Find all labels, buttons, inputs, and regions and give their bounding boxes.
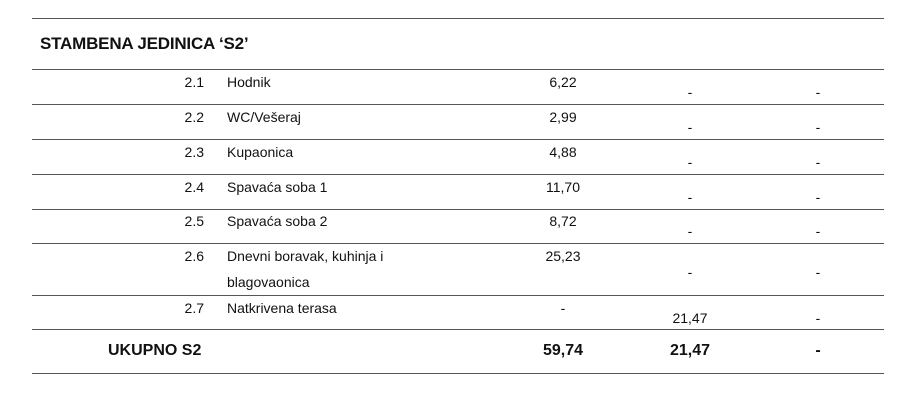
area-value: 4,88 <box>549 144 577 160</box>
other-value: - <box>815 310 821 326</box>
other-value: - <box>815 154 821 170</box>
other-value: - <box>815 84 821 100</box>
room-name: WC/Vešeraj <box>227 109 301 125</box>
divider <box>32 243 884 244</box>
area-value: 11,70 <box>546 179 580 195</box>
divider <box>32 209 884 210</box>
area-value: 25,23 <box>545 248 581 264</box>
room-name: Spavaća soba 2 <box>227 213 328 229</box>
divider <box>32 174 884 175</box>
room-name: Natkrivena terasa <box>227 300 337 316</box>
room-name: Kupaonica <box>227 144 294 160</box>
divider <box>32 373 884 374</box>
terrace-value: - <box>687 154 693 170</box>
row-number: 2.6 <box>184 248 204 264</box>
terrace-value: - <box>687 189 693 205</box>
area-value: - <box>560 300 566 316</box>
terrace-value: - <box>687 223 693 239</box>
other-value: - <box>815 223 821 239</box>
room-name: Spavaća soba 1 <box>227 179 328 195</box>
area-value: 2,99 <box>549 109 577 125</box>
total-area: 59,74 <box>542 342 584 359</box>
total-terrace: 21,47 <box>669 342 711 359</box>
area-value: 8,72 <box>549 213 577 229</box>
terrace-value: - <box>687 84 693 100</box>
section-title: STAMBENA JEDINICA ‘S2’ <box>40 34 249 53</box>
room-name-line: Dnevni boravak, kuhinja i <box>227 248 384 264</box>
total-label: UKUPNO S2 <box>108 342 202 359</box>
divider <box>32 329 884 330</box>
row-number: 2.3 <box>184 144 204 160</box>
divider <box>32 139 884 140</box>
room-name: Dnevni boravak, kuhinja i blagovaonica <box>227 243 383 295</box>
area-value: 6,22 <box>549 74 577 90</box>
divider <box>32 69 884 70</box>
other-value: - <box>815 264 821 280</box>
terrace-value: 21,47 <box>672 310 708 326</box>
terrace-value: - <box>687 264 693 280</box>
row-number: 2.4 <box>184 179 204 195</box>
row-number: 2.7 <box>184 300 204 316</box>
total-other: - <box>815 342 821 359</box>
row-number: 2.1 <box>184 74 204 90</box>
divider <box>32 104 884 105</box>
room-name-line: blagovaonica <box>227 274 310 290</box>
row-number: 2.5 <box>184 213 204 229</box>
row-number: 2.2 <box>184 109 204 125</box>
room-name: Hodnik <box>227 74 271 90</box>
terrace-value: - <box>687 119 693 135</box>
other-value: - <box>815 119 821 135</box>
divider <box>32 295 884 296</box>
divider <box>32 18 884 19</box>
other-value: - <box>815 189 821 205</box>
